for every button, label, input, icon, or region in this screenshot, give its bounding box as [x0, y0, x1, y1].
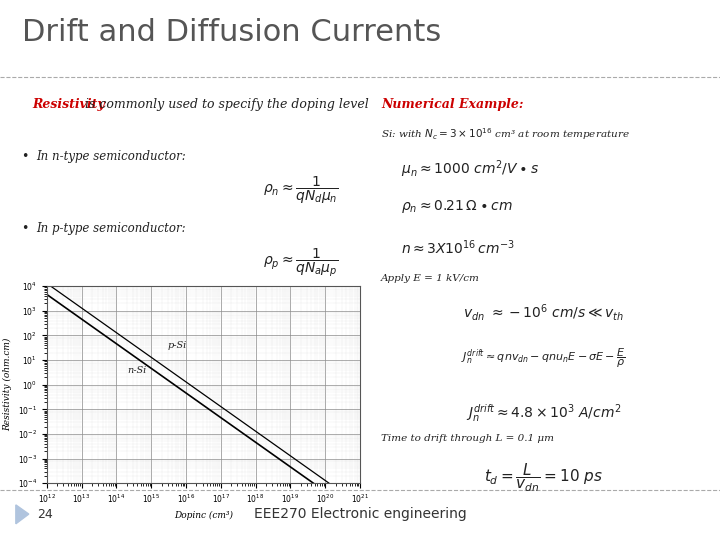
Text: Drift and Diffusion Currents: Drift and Diffusion Currents	[22, 18, 441, 47]
Text: $J_n^{drift} \approx 4.8 \times 10^3\ A/cm^2$: $J_n^{drift} \approx 4.8 \times 10^3\ A/…	[466, 402, 621, 424]
Text: $\rho_n \approx 0.21\,\Omega \bullet cm$: $\rho_n \approx 0.21\,\Omega \bullet cm$	[402, 198, 513, 215]
Text: is commonly used to specify the doping level: is commonly used to specify the doping l…	[81, 98, 369, 111]
Text: $n \approx 3X10^{16}\,cm^{-3}$: $n \approx 3X10^{16}\,cm^{-3}$	[402, 238, 516, 257]
X-axis label: Dopinc (cm³): Dopinc (cm³)	[174, 511, 233, 520]
Text: EEE270 Electronic engineering: EEE270 Electronic engineering	[253, 507, 467, 521]
Text: $\mu_n \approx 1000\ cm^2 / V \bullet s$: $\mu_n \approx 1000\ cm^2 / V \bullet s$	[402, 158, 539, 180]
Text: $J_n^{drift} \approx qnv_{dn} - qnu_nE - \sigma E - \dfrac{E}{\rho}$: $J_n^{drift} \approx qnv_{dn} - qnu_nE -…	[462, 346, 626, 369]
Text: In n-type semiconductor:: In n-type semiconductor:	[36, 150, 186, 163]
Polygon shape	[16, 505, 29, 524]
Text: $\rho_p \approx \dfrac{1}{qN_a\mu_p}$: $\rho_p \approx \dfrac{1}{qN_a\mu_p}$	[263, 246, 338, 279]
Y-axis label: Resistivity (ohm.cm): Resistivity (ohm.cm)	[3, 338, 12, 431]
Text: •: •	[22, 150, 29, 163]
Text: n-Si: n-Si	[127, 366, 146, 375]
Text: Si: with $N_c = 3 \times 10^{16}$ cm³ at room temperature: Si: with $N_c = 3 \times 10^{16}$ cm³ at…	[381, 126, 630, 142]
Text: $\rho_n \approx \dfrac{1}{qN_d\mu_n}$: $\rho_n \approx \dfrac{1}{qN_d\mu_n}$	[263, 174, 338, 206]
Text: •: •	[22, 222, 29, 235]
Text: $v_{dn}\ \approx -10^6\ cm/s \ll v_{th}$: $v_{dn}\ \approx -10^6\ cm/s \ll v_{th}$	[463, 302, 624, 323]
Text: $t_d = \dfrac{L}{v_{dn}} = 10\ ps$: $t_d = \dfrac{L}{v_{dn}} = 10\ ps$	[484, 462, 603, 495]
Text: 24: 24	[37, 508, 53, 521]
Text: Numerical Example:: Numerical Example:	[381, 98, 523, 111]
Text: In p-type semiconductor:: In p-type semiconductor:	[36, 222, 186, 235]
Text: Resistivity: Resistivity	[32, 98, 105, 111]
Text: Time to drift through L = 0.1 μm: Time to drift through L = 0.1 μm	[381, 434, 554, 443]
Text: Apply E = 1 kV/cm: Apply E = 1 kV/cm	[381, 274, 480, 283]
Text: p-Si: p-Si	[168, 341, 187, 350]
